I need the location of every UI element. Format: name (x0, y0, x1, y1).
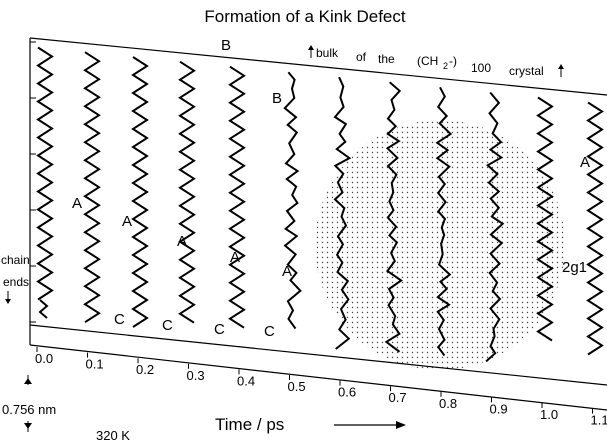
chain-label: A (282, 263, 292, 280)
arrow-head (308, 45, 314, 50)
tick-label: 0.5 (288, 379, 306, 394)
chain-label: A (122, 213, 132, 230)
tick-label: 1.1 (591, 413, 607, 428)
chain-end (38, 299, 49, 319)
time-axis-line (29, 344, 607, 411)
chain-label: B (272, 90, 282, 107)
of-word: of (356, 50, 367, 64)
arrow-head (24, 378, 32, 384)
chain (586, 101, 604, 356)
formula: (CH (417, 54, 438, 68)
chain-label: A (177, 233, 187, 250)
box-bottom (29, 324, 607, 386)
arrow-head (5, 299, 11, 304)
title: Formation of a Kink Defect (204, 7, 406, 26)
crystal-word: crystal (509, 64, 544, 78)
chain (228, 65, 246, 329)
tick-label: 0.2 (136, 362, 154, 377)
the-word: the (378, 52, 395, 66)
bulk-label: bulk of the (CH 2 -) 100 crystal (308, 45, 564, 78)
defect-region (315, 120, 565, 370)
bulk-word: bulk (316, 46, 339, 60)
chain (178, 60, 196, 324)
tick-label: 1.0 (540, 407, 558, 422)
chain (384, 81, 403, 353)
scale-label: 0.756 nm (2, 402, 56, 417)
chain-label: B (221, 37, 231, 54)
tick-label: 0.1 (86, 357, 104, 372)
chain-label: C (264, 323, 275, 340)
formula-sub: 2 (443, 61, 448, 71)
tick-label: 0.3 (187, 368, 205, 383)
box-top (29, 37, 607, 96)
chain-label: C (214, 321, 225, 338)
arrow-head (24, 423, 32, 429)
temperature: 320 K (96, 428, 130, 442)
arrow-head (396, 421, 406, 429)
chain-label: C (114, 311, 125, 328)
chain-label: A (580, 154, 590, 171)
tick-label: 0.6 (338, 385, 356, 400)
chain (83, 51, 101, 324)
chain (485, 91, 505, 363)
chain (333, 76, 352, 350)
tick-label: 0.0 (35, 351, 53, 366)
chain-label: 2g1 (562, 259, 587, 276)
tick-label: 0.7 (389, 390, 407, 405)
chain (536, 96, 554, 342)
chain-ends-label: ends (3, 275, 29, 289)
tick-label: 0.8 (439, 396, 457, 411)
chain (36, 46, 54, 301)
tick-label: 0.9 (490, 401, 508, 416)
index: 100 (471, 61, 491, 75)
chain-label: A (72, 195, 82, 212)
chain-ends-label: chain (1, 253, 30, 267)
chain-label: C (162, 317, 173, 334)
chain (435, 86, 453, 357)
formula-end: -) (449, 54, 457, 68)
tick-label: 0.4 (237, 373, 255, 388)
chain (131, 56, 149, 328)
chain (283, 71, 302, 330)
arrow-head (558, 64, 564, 69)
axis-title: Time / ps (215, 415, 284, 434)
chain-label: A (230, 249, 240, 266)
